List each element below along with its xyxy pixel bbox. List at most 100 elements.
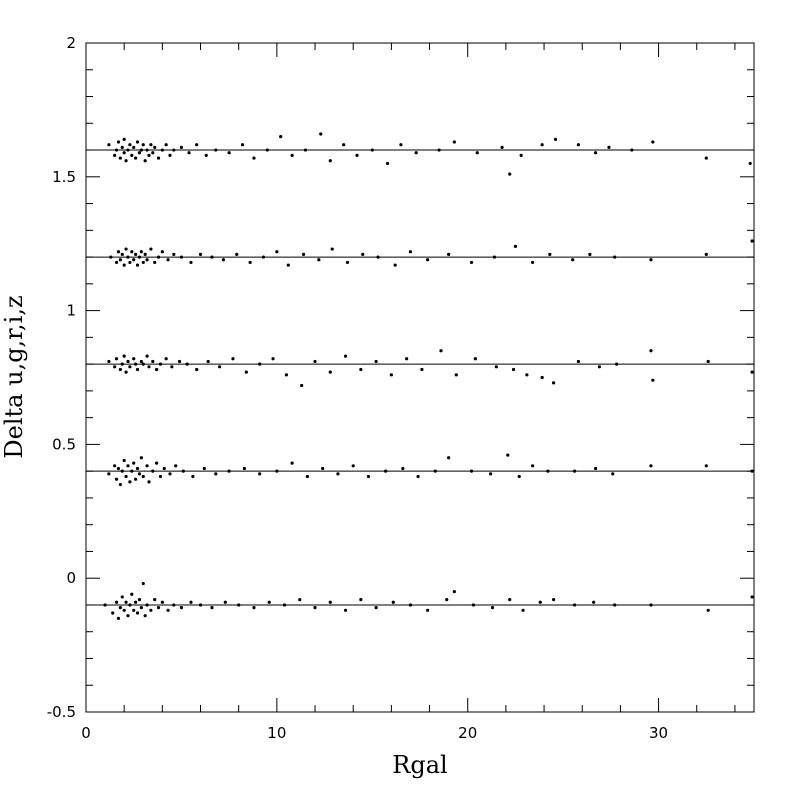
data-point xyxy=(399,143,403,147)
data-point xyxy=(147,153,151,157)
data-point xyxy=(151,469,155,473)
data-point xyxy=(137,598,142,602)
data-point xyxy=(149,143,153,147)
data-point xyxy=(118,367,122,372)
data-point xyxy=(265,148,269,152)
data-point xyxy=(118,258,122,262)
data-point xyxy=(376,255,380,259)
data-point xyxy=(156,156,161,160)
data-point xyxy=(114,357,119,361)
data-point xyxy=(471,603,476,607)
data-point xyxy=(366,474,371,479)
data-point xyxy=(139,250,143,254)
data-point xyxy=(298,598,302,602)
data-point xyxy=(187,151,191,155)
data-point xyxy=(511,367,516,372)
data-point xyxy=(145,603,149,607)
x-tick-label: 30 xyxy=(649,724,668,742)
data-point xyxy=(160,600,164,604)
data-point xyxy=(191,474,195,479)
data-point xyxy=(437,148,441,152)
data-point xyxy=(139,359,143,364)
data-point xyxy=(168,472,172,476)
data-point xyxy=(359,367,363,372)
data-point xyxy=(649,603,653,607)
data-point xyxy=(552,381,556,385)
data-point xyxy=(475,151,479,155)
data-point xyxy=(210,606,214,610)
data-point xyxy=(227,151,231,155)
data-point xyxy=(141,260,145,265)
data-point xyxy=(244,370,248,374)
data-point xyxy=(221,258,226,262)
data-point xyxy=(103,603,107,607)
data-point xyxy=(282,603,287,607)
data-point xyxy=(317,258,321,262)
data-point xyxy=(143,252,147,257)
data-point xyxy=(107,472,111,476)
data-point xyxy=(704,156,708,160)
data-point xyxy=(750,370,754,374)
data-point xyxy=(126,614,130,618)
data-point xyxy=(124,370,128,374)
data-point xyxy=(572,603,577,607)
data-point xyxy=(189,600,193,604)
data-point xyxy=(553,137,558,141)
data-point xyxy=(153,260,157,265)
data-point xyxy=(141,143,145,147)
data-point xyxy=(151,359,155,364)
data-point xyxy=(134,600,138,604)
data-point xyxy=(122,354,126,358)
data-point xyxy=(158,362,163,366)
data-point xyxy=(593,466,598,471)
data-point xyxy=(156,255,161,259)
data-point xyxy=(141,581,145,586)
data-point xyxy=(195,143,199,147)
data-point xyxy=(128,143,132,147)
data-point xyxy=(120,469,124,473)
data-point xyxy=(548,252,552,257)
data-point xyxy=(490,606,495,610)
data-point xyxy=(149,608,153,612)
data-point xyxy=(141,474,145,479)
data-point xyxy=(195,367,199,372)
y-tick-label: 1 xyxy=(66,302,76,320)
data-point xyxy=(114,600,119,604)
data-point xyxy=(122,458,126,463)
data-point xyxy=(384,469,388,473)
data-point xyxy=(275,250,279,254)
data-point xyxy=(513,244,518,248)
data-point xyxy=(124,247,128,251)
y-tick-label: 2 xyxy=(66,34,76,52)
data-point xyxy=(214,148,218,152)
data-point xyxy=(385,161,390,166)
data-point xyxy=(124,159,128,163)
data-point xyxy=(137,472,142,476)
data-point xyxy=(300,383,304,388)
data-point xyxy=(210,255,214,259)
data-point xyxy=(267,600,271,604)
data-point xyxy=(531,260,535,265)
data-point xyxy=(305,474,309,479)
data-point xyxy=(135,140,140,144)
data-point xyxy=(107,143,111,147)
data-point xyxy=(116,466,121,471)
data-point xyxy=(597,365,602,369)
data-point xyxy=(704,464,708,468)
data-points xyxy=(103,132,754,620)
data-point xyxy=(235,252,239,257)
data-point xyxy=(130,250,134,254)
data-point xyxy=(540,143,544,147)
data-point xyxy=(126,359,130,364)
data-point xyxy=(179,145,184,149)
data-point xyxy=(126,148,130,152)
data-point xyxy=(588,252,592,257)
data-point xyxy=(508,172,512,176)
data-point xyxy=(141,362,145,366)
reference-lines xyxy=(86,149,754,606)
data-point xyxy=(116,616,121,620)
data-point xyxy=(135,263,140,267)
x-axis-label: Rgal xyxy=(392,751,447,779)
data-point xyxy=(128,603,132,607)
data-point xyxy=(130,592,134,596)
